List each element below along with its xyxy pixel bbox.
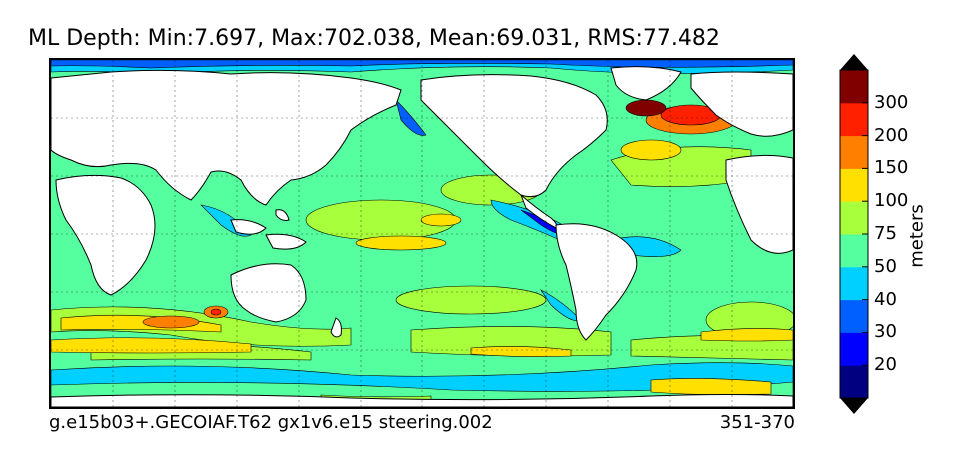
colorbar-tick-label: 50 [874, 255, 897, 277]
colorbar-segment [840, 266, 868, 301]
experiment-caption: g.e15b03+.GECOIAF.T62 gx1v6.e15 steering… [49, 412, 493, 433]
colorbar-segment [840, 201, 868, 235]
landmasses [51, 66, 793, 407]
colorbar-tick-label: 150 [874, 157, 909, 179]
colorbar-tick-label: 300 [874, 91, 909, 113]
depth-100-150-regions [51, 139, 793, 357]
year-range: 351-370 [719, 412, 795, 433]
map-grid [51, 60, 793, 407]
colorbar-extend-bottom [840, 398, 868, 414]
colorbar-tick-label: 75 [874, 223, 897, 244]
colorbar-segment [840, 332, 868, 366]
colorbar-extend-top [840, 54, 868, 70]
colorbar-tick-label: 40 [874, 288, 897, 310]
mixed-layer-depth-map [49, 58, 795, 409]
colorbar-unit-label: meters [906, 204, 928, 268]
colorbar-tick-label: 20 [874, 354, 897, 376]
colorbar-segment [840, 365, 868, 399]
colorbar-tick-label: 200 [874, 124, 909, 146]
colorbar-segment [840, 168, 868, 202]
colorbar-segment [840, 70, 868, 104]
plot-title: ML Depth: Min:7.697, Max:702.038, Mean:6… [28, 26, 720, 51]
colorbar-tick-label: 30 [874, 321, 897, 343]
colorbar-segment [840, 135, 868, 169]
colorbar-tick-label: 100 [874, 190, 909, 212]
colorbar [839, 54, 869, 414]
colorbar-segment [840, 299, 868, 333]
colorbar-segment [840, 234, 868, 268]
colorbar-segment [840, 102, 868, 137]
